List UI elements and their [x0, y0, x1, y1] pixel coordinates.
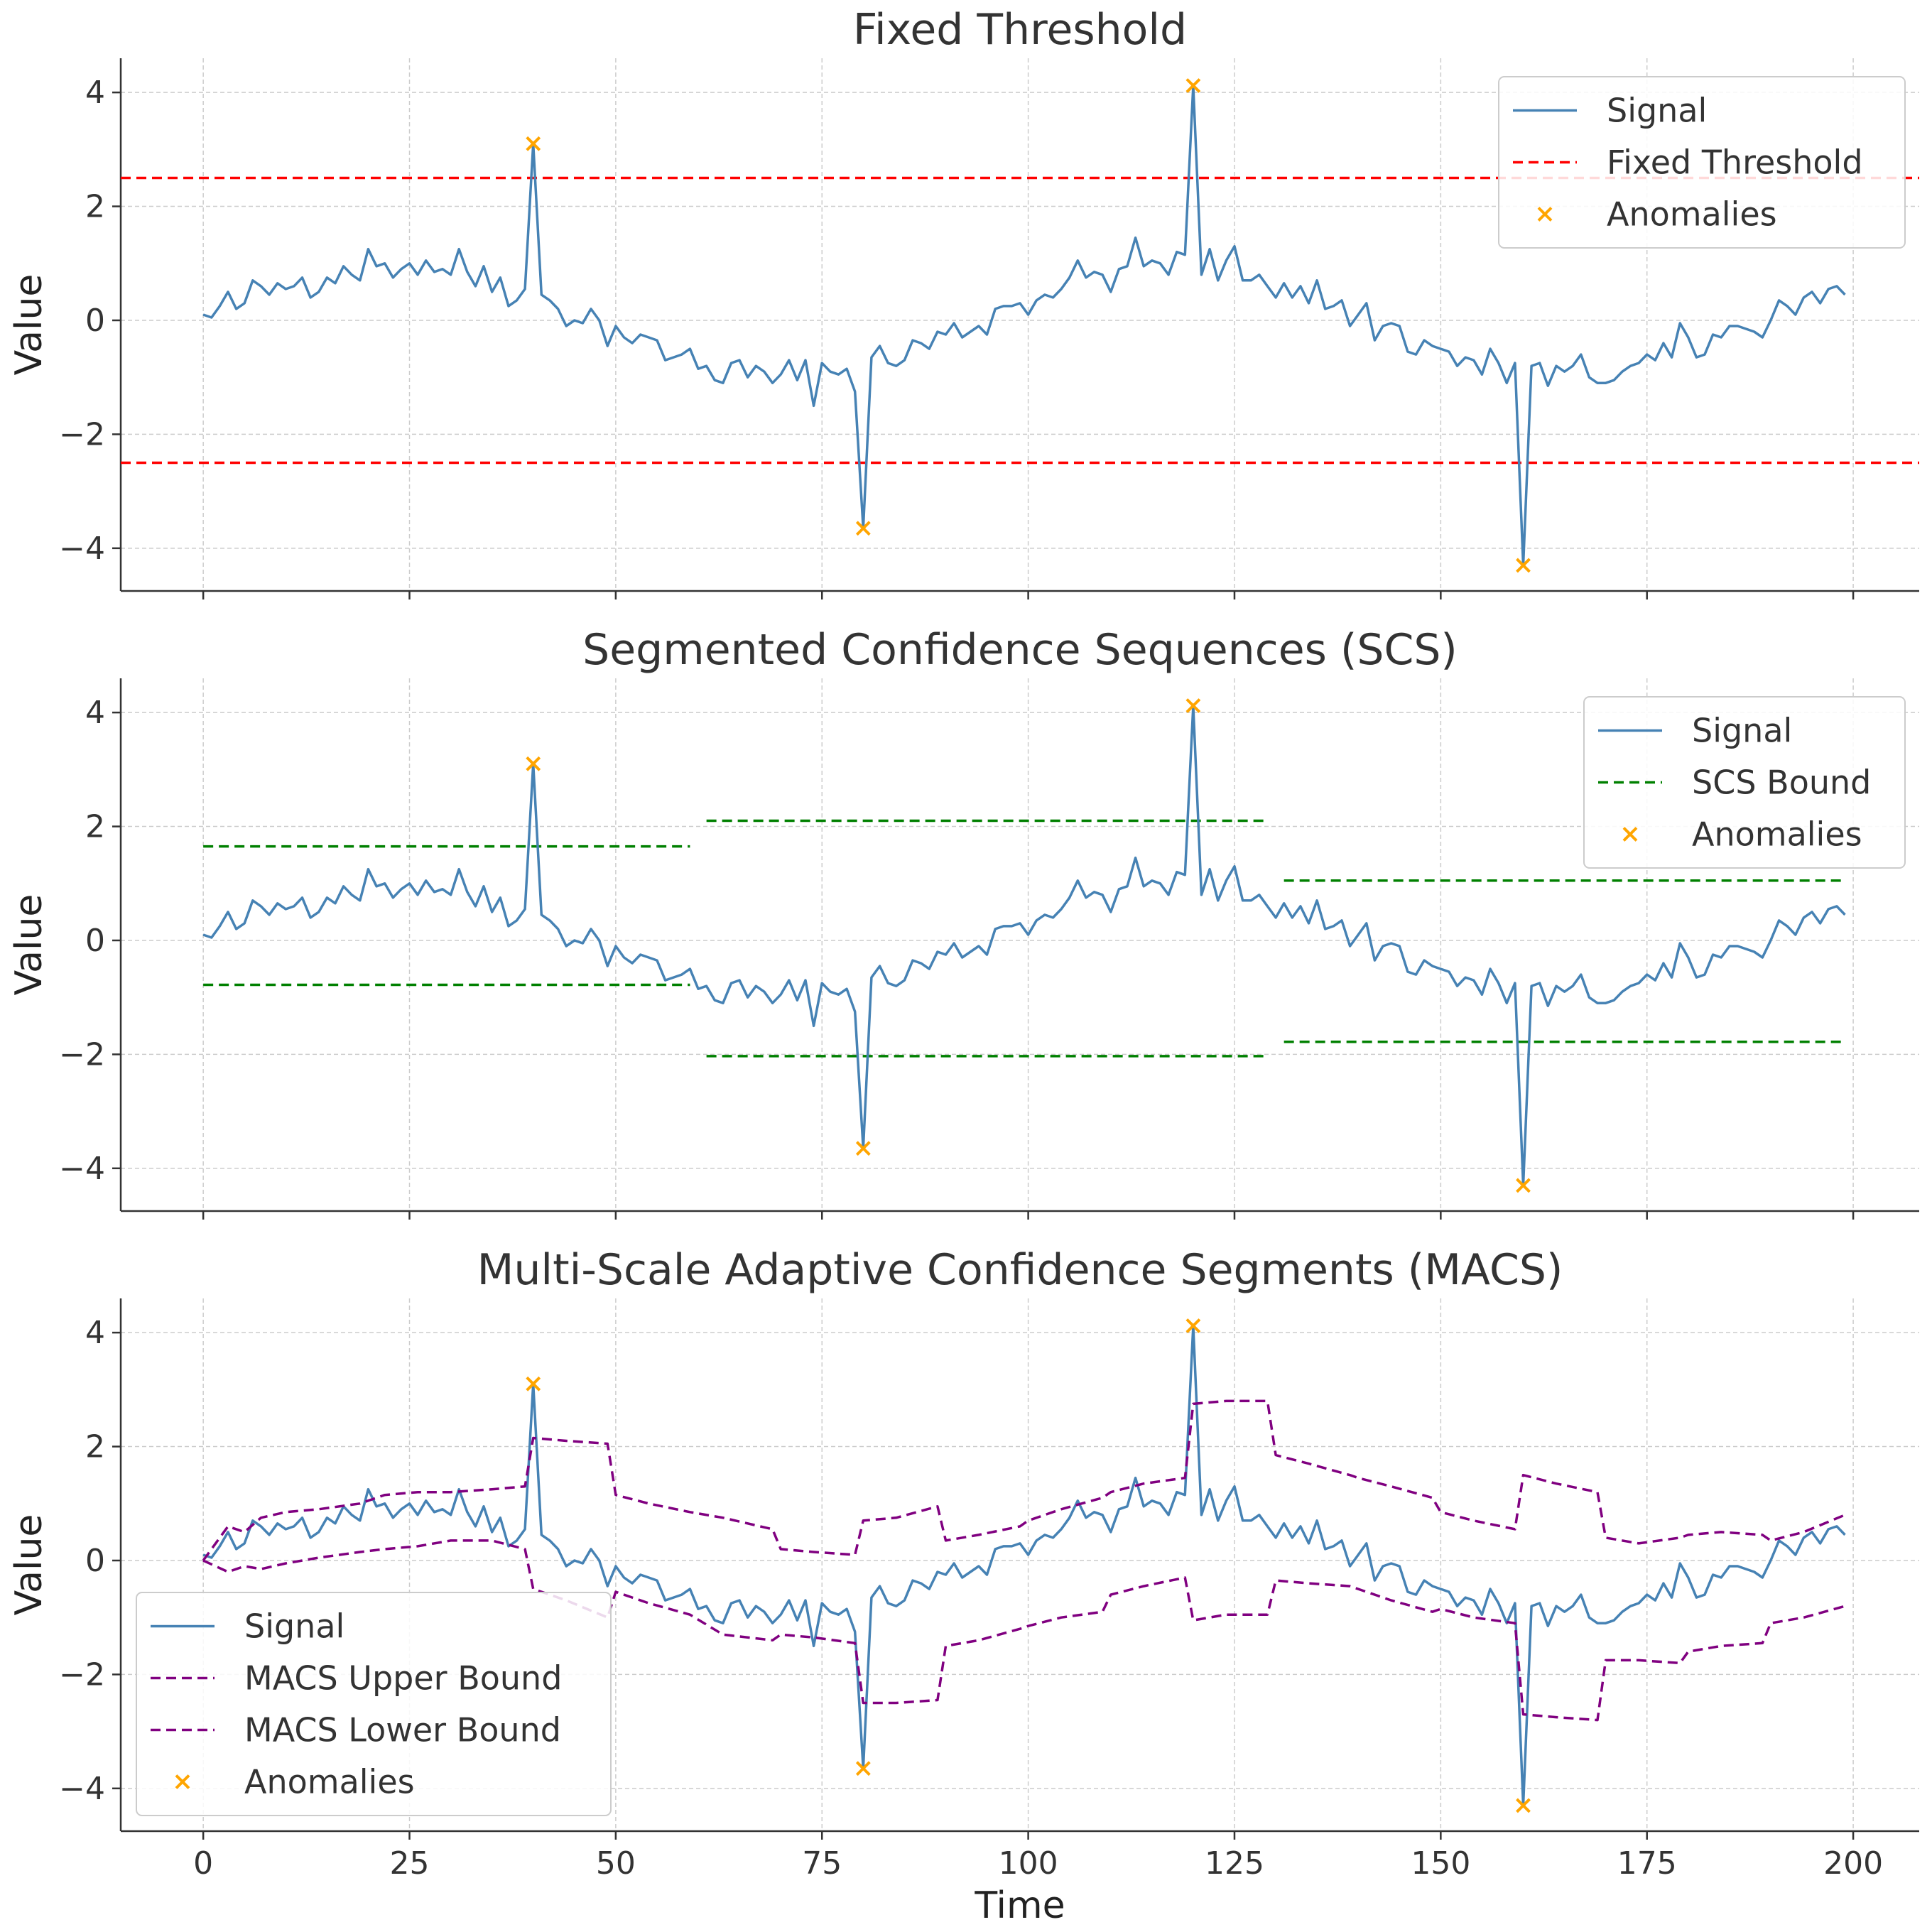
x-tick-label: 0 [193, 1845, 213, 1882]
y-tick-label: −4 [59, 1151, 105, 1187]
x-tick-label: 25 [390, 1845, 430, 1882]
y-tick-label: 2 [85, 189, 105, 225]
anomaly-marker [526, 1376, 541, 1391]
legend-box [1583, 696, 1906, 869]
legend-label: MACS Lower Bound [244, 1711, 561, 1749]
anomaly-marker-stroke [855, 1141, 871, 1156]
y-axis-label: Value [8, 1514, 50, 1616]
anomaly-marker [855, 1141, 871, 1156]
anomaly-marker [1516, 1178, 1531, 1193]
y-tick-label: 0 [85, 303, 105, 339]
legend: Signal MACS Upper Bound MACS Lower Bound An… [136, 1592, 612, 1816]
anomaly-marker [1516, 1798, 1531, 1813]
y-tick-label: 4 [85, 75, 105, 111]
anomaly-marker-stroke [855, 521, 871, 536]
x-tick-label: 75 [802, 1845, 842, 1882]
anomaly-marker-stroke [1185, 1318, 1201, 1333]
anomaly-marker-stroke [1516, 1178, 1531, 1193]
signal-line [202, 1324, 1846, 1807]
legend-box [1498, 76, 1906, 249]
anomaly-marker [855, 521, 871, 536]
x-tick-label: 200 [1823, 1845, 1883, 1882]
y-tick-label: −2 [59, 416, 105, 452]
anomaly-marker-stroke [1185, 78, 1201, 93]
legend-label: Signal [244, 1607, 344, 1646]
signal-line [202, 704, 1846, 1187]
anomaly-marker [526, 136, 541, 151]
y-tick-label: −2 [59, 1656, 105, 1693]
anomaly-marker [855, 1761, 871, 1776]
legend-label: Signal [1692, 712, 1792, 750]
anomaly-marker [1185, 1318, 1201, 1333]
x-tick-label: 175 [1617, 1845, 1677, 1882]
anomaly-marker [526, 756, 541, 771]
legend: Signal Fixed Threshold Anomalies [1498, 76, 1906, 249]
legend-label: Anomalies [1692, 815, 1862, 854]
anomaly-marker-stroke [526, 136, 541, 151]
anomaly-marker-stroke [1516, 558, 1531, 573]
x-axis-label: Time [974, 1884, 1065, 1927]
y-tick-label: 0 [85, 1543, 105, 1579]
anomaly-marker-stroke [1516, 1798, 1531, 1813]
x-tick-label: 100 [999, 1845, 1058, 1882]
anomaly-marker [1185, 698, 1201, 713]
x-tick-label: 50 [596, 1845, 636, 1882]
legend-label: Anomalies [1607, 195, 1777, 234]
anomaly-marker-stroke [855, 1761, 871, 1776]
legend-handle-marker [1622, 827, 1638, 842]
y-tick-label: 4 [85, 695, 105, 731]
chart-title: Multi-Scale Adaptive Confidence Segments… [477, 1245, 1563, 1295]
legend-label: Signal [1607, 92, 1707, 130]
panel-scs: Segmented Confidence Sequences (SCS) −4 −2… [8, 625, 1919, 1220]
legend-label: SCS Bound [1692, 764, 1871, 802]
panel-macs: Multi-Scale Adaptive Confidence Segments… [8, 1245, 1919, 1927]
legend-handle-marker [1537, 207, 1553, 222]
y-tick-label: 2 [85, 809, 105, 845]
anomaly-marker-stroke [526, 1376, 541, 1391]
macs-upper-bound-line [202, 1399, 1846, 1562]
legend-label: Anomalies [244, 1763, 415, 1801]
anomaly-marker [1516, 558, 1531, 573]
legend: Signal SCS Bound Anomalies [1583, 696, 1906, 869]
signal-line [202, 84, 1846, 567]
y-tick-label: −2 [59, 1036, 105, 1073]
anomaly-marker-stroke [526, 756, 541, 771]
y-tick-label: −4 [59, 531, 105, 567]
legend-label: Fixed Threshold [1607, 143, 1863, 182]
macs-lower-bound-line [202, 1539, 1845, 1722]
chart-title: Fixed Threshold [853, 5, 1187, 55]
panel-fixed-threshold: Fixed Threshold −4 −2 0 2 4 Value Signal Fixed T… [8, 5, 1919, 599]
y-tick-label: −4 [59, 1771, 105, 1807]
x-tick-label: 150 [1411, 1845, 1470, 1882]
y-axis-label: Value [8, 894, 50, 996]
y-tick-label: 4 [85, 1315, 105, 1351]
legend-label: MACS Upper Bound [244, 1659, 562, 1698]
y-tick-label: 0 [85, 923, 105, 959]
chart-title: Segmented Confidence Sequences (SCS) [582, 625, 1458, 675]
y-tick-label: 2 [85, 1429, 105, 1465]
x-tick-label: 125 [1205, 1845, 1264, 1882]
legend-handle-marker [175, 1774, 190, 1789]
anomaly-marker [1185, 78, 1201, 93]
y-axis-label: Value [8, 274, 50, 376]
anomaly-marker-stroke [1185, 698, 1201, 713]
legend-box [136, 1592, 612, 1816]
